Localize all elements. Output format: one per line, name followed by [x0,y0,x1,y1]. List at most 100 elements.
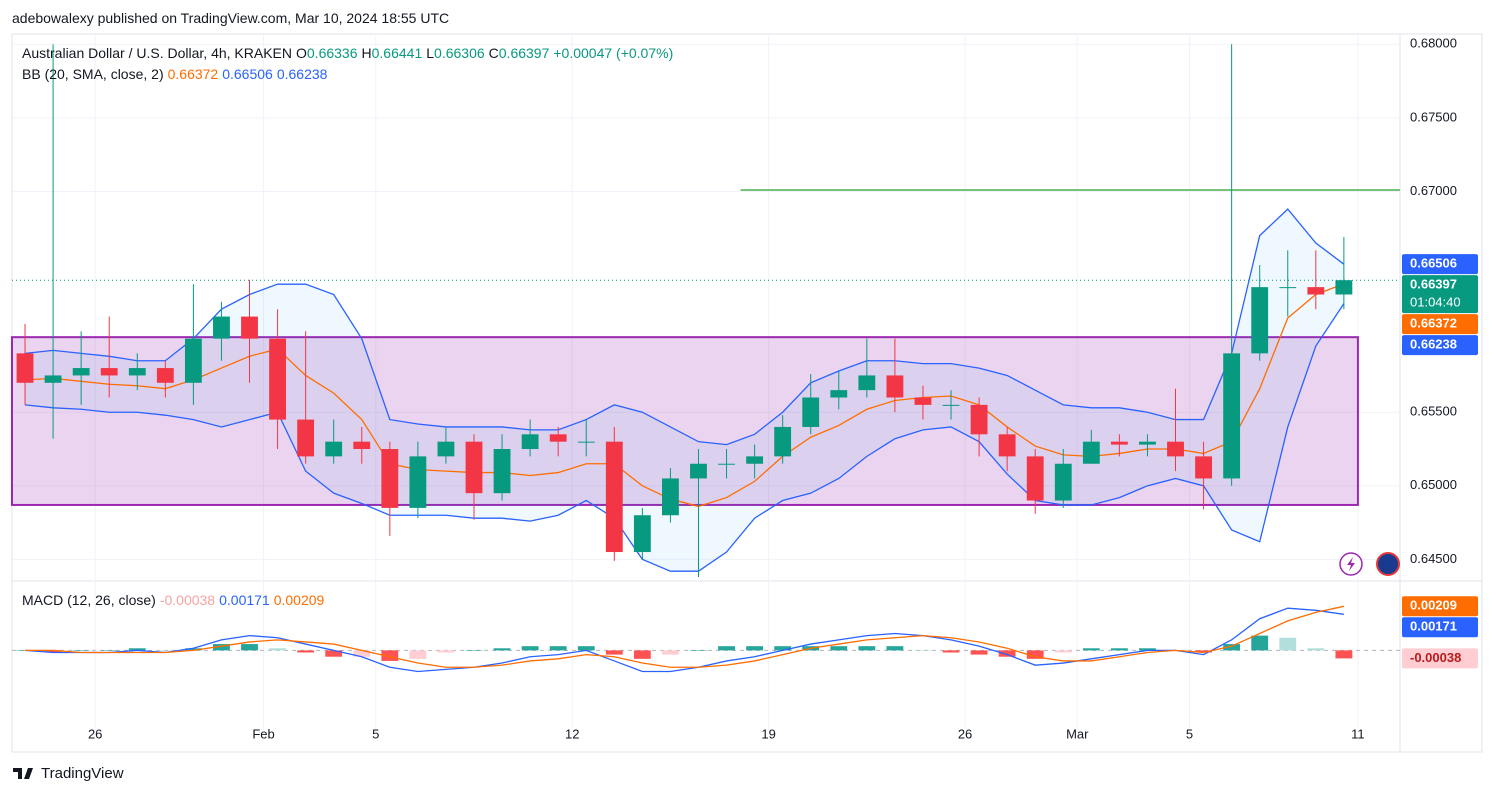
flag-icon[interactable] [1376,552,1400,576]
brand-logo: TradingView [13,765,124,782]
candle-body [774,426,792,457]
candle-body [802,397,820,427]
histogram-bar [998,650,1016,657]
histogram-bar [297,650,315,653]
lightning-glyph [1347,557,1355,571]
price-tag [1402,617,1478,638]
histogram-bar [633,650,651,659]
candle-body [942,404,960,406]
ohlc-label: C [488,45,499,61]
ohlc-item: O0.66336 [296,45,358,61]
candle-body [241,316,258,339]
ohlc-value: 0.66397 [498,45,550,61]
macd-legend: MACD (12, 26, close) -0.00038 0.00171 0.002… [22,592,328,608]
histogram-bar [1026,650,1044,659]
histogram-bar [605,650,623,655]
macd-value: 0.00171 [219,592,270,608]
histogram-bar [521,646,539,651]
ohlc-value: 0.66336 [306,45,358,61]
histogram-bar [718,646,735,651]
ohlc-value: 0.66441 [371,45,423,61]
histogram-bar [1335,650,1353,659]
x-tick-label: 12 [565,726,579,741]
histogram-bar [184,648,202,651]
histogram-bar [662,650,679,655]
price-tag-label: 0.66372 [1410,316,1457,331]
ohlc-item: H0.66441 [362,45,423,61]
histogram-bar [325,650,343,657]
bb-basis [24,283,1345,508]
candle-body [381,449,399,508]
histogram-bar [1279,637,1297,651]
y-tick-label: 0.68000 [1410,36,1457,51]
candle-body [409,456,427,508]
price-tag-label: 0.66238 [1410,337,1457,352]
x-tick-label: 5 [372,726,379,741]
histogram-bar [858,646,876,651]
x-tick-label: 5 [1186,726,1193,741]
countdown: 01:04:40 [1410,295,1461,310]
histogram-bar [942,650,960,653]
candle-body [1082,441,1100,464]
histogram-bar [213,644,230,651]
candle-body [128,368,146,376]
bb-lower [24,303,1345,572]
byline: adebowalexy published on TradingView.com… [12,10,450,26]
histogram-bar [830,646,848,651]
price-tag [1402,335,1478,356]
histogram-bar [72,650,90,651]
histogram-bar [1110,648,1128,651]
candle-body [1026,456,1044,501]
x-tick-label: 11 [1351,726,1365,741]
background-layer [11,34,1400,730]
ohlc-item: L0.66306 [426,45,484,61]
candle-body [325,441,343,457]
logo-mark [13,768,33,779]
histogram-bar [1223,644,1241,651]
histogram-bar [914,650,932,651]
bb-upper [24,208,1345,446]
macd-label: MACD (12, 26, close) [22,592,156,608]
x-tick-label: 19 [761,726,775,741]
bb-label: BB (20, SMA, close, 2) [22,66,164,82]
bb-lower-value: 0.66238 [276,66,328,82]
histogram-bar [1139,648,1156,651]
candle-body [1139,441,1156,445]
candle-body [718,463,735,465]
price-tag [1402,596,1478,617]
histogram-bar [100,650,118,651]
signal-line [25,605,1345,668]
histogram-bar [437,650,455,653]
symbol-title: Australian Dollar / U.S. Dollar, 4h, KRA… [22,45,292,61]
candle-body [746,456,764,464]
candle-body [1195,456,1212,479]
change-value: +0.00047 (+0.07%) [553,45,674,61]
histogram-value: -0.00038 [159,592,216,608]
candle-body [1251,287,1269,354]
histogram-bar [241,644,258,651]
y-tick-label: 0.67000 [1410,183,1457,198]
price-tag-label: 0.00209 [1410,598,1457,613]
histogram-bar [1251,635,1269,651]
candle-body [437,441,455,457]
ohlc-label: H [361,45,372,61]
y-tick-label: 0.64500 [1410,551,1457,566]
histogram-bar [493,648,511,651]
candle-body [493,449,511,494]
axes: 0.68000 0.67500 0.67000 0.65500 0.65000 0.645… [88,36,1478,741]
candle-body [970,404,988,435]
candle-body [213,316,230,339]
x-tick-label: Feb [252,726,274,741]
y-tick-label: 0.65000 [1410,477,1457,492]
candle-body [998,434,1016,457]
ohlc-value: 0.66306 [434,45,485,61]
histogram-bar [690,650,707,651]
histogram-bar [465,650,483,651]
price-tag-label: 0.00171 [1410,619,1457,634]
candle-body [577,441,595,443]
candle-body [549,434,567,442]
candle-body [184,338,202,383]
price-tag [1402,254,1478,275]
histogram-bar [1195,650,1212,653]
